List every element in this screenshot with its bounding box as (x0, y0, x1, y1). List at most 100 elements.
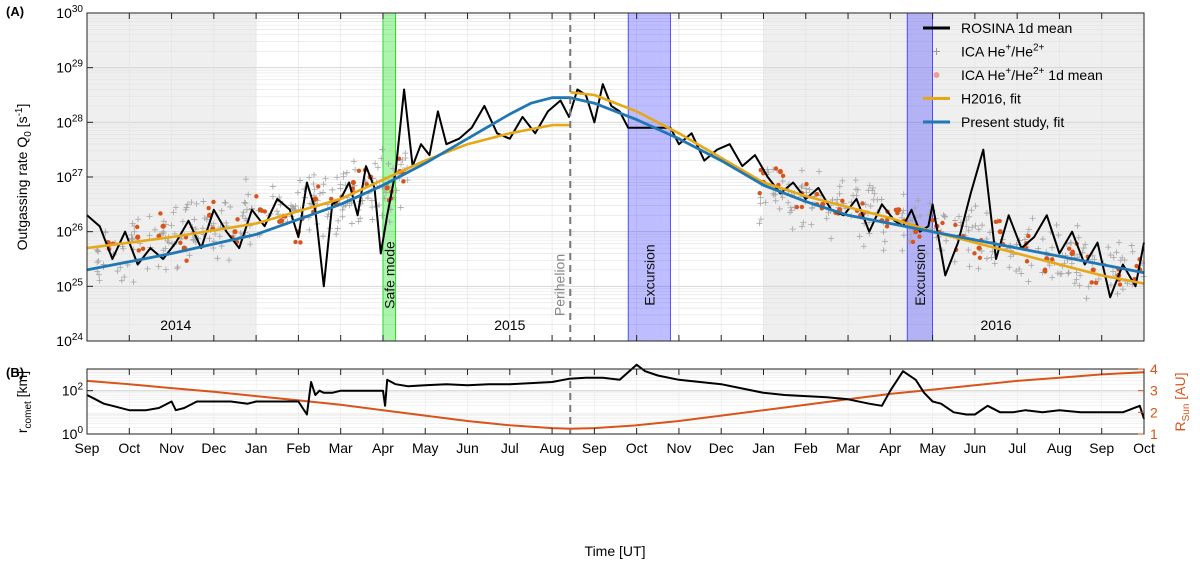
y-tick-label: 1030 (56, 4, 83, 21)
year-label-0: 2014 (160, 317, 191, 333)
panel-a-year-labels: 2014 2015 2016 (160, 317, 1012, 333)
event-band-2 (906, 12, 933, 342)
legend-swatch-1 (933, 48, 940, 55)
rsun-unit: [AU] (1172, 372, 1188, 403)
panel-a-x-ticks (86, 13, 1145, 341)
x-tick-label: Oct (1133, 440, 1155, 456)
legend-label-4: Present study, fit (961, 114, 1064, 130)
ica-1d-mean-point (1024, 259, 1030, 264)
legend-label-1: ICA He+/He2+ (961, 43, 1045, 60)
x-tick-label: Feb (286, 440, 310, 456)
legend-label-3: H2016, fit (961, 91, 1021, 107)
panel-a-event-bands: Safe mode Excursion Excursion (381, 12, 933, 342)
ica-1d-mean-point (794, 204, 799, 210)
x-tick-label: May (919, 440, 945, 456)
x-tick-label: Jul (1008, 440, 1026, 456)
ica-1d-mean-point (1026, 233, 1031, 239)
ica-1d-mean-point (1093, 280, 1099, 286)
x-tick-label: Sep (1089, 440, 1114, 456)
h2016-fit-pre-line (86, 123, 571, 250)
ica-1d-mean-point (910, 239, 916, 245)
ica-1d-mean-point (840, 198, 845, 204)
panel-b-gridlines (87, 369, 1144, 435)
ica-1d-mean-point (1042, 267, 1048, 272)
x-tick-label: Apr (879, 440, 901, 456)
panel-a-legend: ROSINA 1d mean ICA He+/He2+ ICA He+/He2+ 1… (923, 20, 1103, 130)
x-tick-label: Feb (794, 440, 818, 456)
x-tick-label: Dec (201, 440, 226, 456)
ica-1d-mean-point (814, 191, 820, 197)
ica-1d-mean-point (1089, 280, 1094, 285)
present-study-fit-line (86, 96, 1145, 275)
ica-1d-mean-point (972, 251, 977, 256)
ica-1d-mean-point (178, 240, 183, 245)
ica-1d-mean-point (211, 199, 216, 205)
ica-1d-mean-point (184, 258, 189, 263)
ica-1d-mean-point (773, 166, 779, 171)
legend-label-0: ROSINA 1d mean (961, 20, 1072, 36)
event-band-label-2: Excursion (912, 244, 928, 305)
x-tick-label: Jun (456, 440, 479, 456)
ica-1d-mean-point (135, 234, 141, 240)
ica-1d-mean-point (993, 219, 999, 225)
ica-1d-mean-point (997, 218, 1002, 224)
event-band-1 (627, 12, 671, 342)
ica-1d-mean-point (232, 229, 238, 235)
x-tick-label: Jan (245, 440, 268, 456)
panel-b-y-ticks-right: 1 2 3 4 (1138, 361, 1158, 442)
y-tick-right-label: 3 (1150, 383, 1158, 399)
ica-1d-mean-point (259, 208, 265, 213)
panel-b-y-axis-label: rcomet [km] (14, 371, 34, 433)
panel-a-gridlines (87, 13, 1144, 342)
panel-b-frame (86, 368, 1145, 435)
y-tick-label: 1028 (56, 113, 83, 130)
ica-1d-mean-point (134, 224, 140, 230)
rcomet-sub: comet (23, 401, 34, 428)
ica-1d-mean-point (895, 210, 900, 216)
panel-a-y-axis-label: Outgassing rate Q0 [s-1] (14, 104, 34, 251)
ica-1d-mean-point (1090, 267, 1096, 273)
ylabel-main: Outgassing rate Q (14, 137, 30, 251)
x-tick-label: Mar (836, 440, 860, 456)
ylabel-sub: 0 (23, 131, 34, 137)
y-tick-label: 100 (62, 425, 84, 442)
x-tick-label: Aug (1047, 440, 1072, 456)
ica-1d-mean-point (758, 167, 763, 173)
y-tick-label: 1024 (56, 332, 83, 349)
ica-1d-mean-point (930, 218, 935, 223)
ica-1d-mean-point (140, 246, 146, 251)
r-comet-line (86, 363, 1145, 420)
svg-text:Outgassing rate Q0 [s-1]: Outgassing rate Q0 [s-1] (14, 104, 34, 251)
ica-1d-mean-point (780, 173, 786, 179)
ica-1d-mean-point (293, 239, 298, 245)
ylabel-unit-post: ] (14, 104, 30, 108)
x-tick-label: Mar (329, 440, 353, 456)
x-tick-label: Nov (159, 440, 184, 456)
y-tick-label: 102 (62, 382, 84, 399)
rsun-sub: Sun (1181, 404, 1192, 422)
x-tick-label: Jan (752, 440, 775, 456)
ylabel-unit-pre: [s (14, 116, 30, 131)
ica-1d-mean-point (977, 255, 983, 261)
x-tick-label: Aug (540, 440, 565, 456)
ica-1d-mean-point (997, 229, 1003, 235)
event-band-label-1: Excursion (641, 244, 657, 305)
x-tick-label: May (412, 440, 438, 456)
ica-1d-mean-point (1070, 249, 1075, 254)
ica-1d-mean-point (235, 217, 240, 222)
panel-b-label: (B) (6, 365, 24, 380)
ica-1d-mean-point (799, 204, 805, 210)
ica-1d-mean-point (160, 223, 166, 229)
panel-b-right-axis-label: RSun [AU] (1172, 372, 1192, 431)
legend-label-2: ICA He+/He2+ 1d mean (961, 66, 1103, 83)
ica-1d-mean-point (976, 245, 982, 251)
ica-1d-mean-point (158, 211, 163, 216)
y-tick-label: 1025 (56, 277, 83, 294)
ica-1d-mean-point (316, 184, 321, 189)
svg-text:RSun [AU]: RSun [AU] (1172, 372, 1192, 431)
x-tick-label: Jun (964, 440, 987, 456)
ica-1d-mean-point (1134, 263, 1139, 269)
ica-1d-mean-point (1117, 282, 1123, 287)
x-tick-label: Nov (666, 440, 691, 456)
